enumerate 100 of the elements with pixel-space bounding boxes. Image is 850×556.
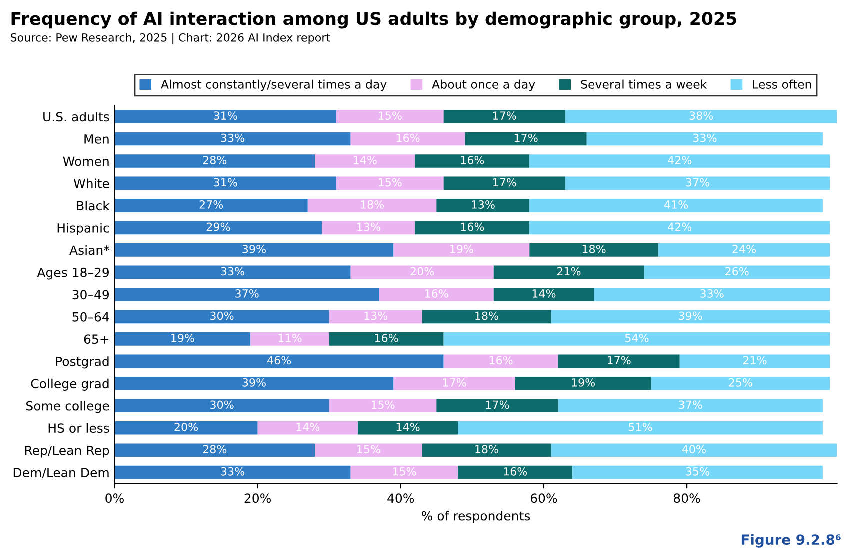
x-tick-label: 60% <box>530 494 558 504</box>
legend-label: Several times a week <box>581 80 708 89</box>
data-label: 25% <box>729 378 752 387</box>
data-label: 33% <box>221 267 245 276</box>
bar <box>350 266 494 280</box>
data-label: 28% <box>203 156 227 164</box>
data-label: 40% <box>682 445 706 454</box>
bar <box>315 444 422 458</box>
bar <box>444 110 566 124</box>
data-label: 18% <box>476 445 498 454</box>
data-label: 39% <box>242 378 266 387</box>
bar <box>336 110 444 124</box>
data-label: 17% <box>608 356 631 365</box>
caption: Figure 9.2.8⁶ <box>742 534 841 548</box>
legend-label: Less often <box>753 80 812 89</box>
data-label: 21% <box>743 356 767 365</box>
bar <box>494 288 594 302</box>
data-label: 33% <box>221 467 245 476</box>
data-label: 29% <box>206 222 230 232</box>
y-tick-label: 30–49 <box>72 290 110 300</box>
x-tick-label: 40% <box>388 494 414 504</box>
bar <box>379 288 494 302</box>
bar <box>114 376 394 390</box>
data-label: 19% <box>450 245 474 254</box>
data-label: 35% <box>686 467 710 476</box>
bar <box>415 154 530 168</box>
data-label: 41% <box>664 200 688 209</box>
bar <box>565 110 838 124</box>
data-label: 13% <box>364 312 388 320</box>
data-label: 37% <box>686 178 710 187</box>
data-label: 17% <box>493 112 516 120</box>
bar <box>358 421 458 435</box>
bar <box>250 332 330 346</box>
data-label: 30% <box>210 400 234 410</box>
bar <box>444 176 566 190</box>
data-label: 18% <box>582 245 606 254</box>
bar <box>658 244 830 257</box>
bar <box>114 310 330 324</box>
bar <box>565 176 830 190</box>
bar <box>551 310 830 324</box>
y-tick-label: Some college <box>26 401 110 414</box>
data-label: 19% <box>572 378 596 387</box>
data-label: 19% <box>172 334 194 342</box>
bar <box>422 444 552 458</box>
chart-title: Frequency of AI interaction among US adults by demographic group, 2025 <box>12 12 736 29</box>
y-tick-label: Ages 18–29 <box>37 268 110 280</box>
data-label: 31% <box>214 112 238 120</box>
data-label: 21% <box>557 267 581 276</box>
bar <box>114 244 394 257</box>
bar <box>114 221 322 235</box>
data-label: 27% <box>200 200 224 209</box>
data-label: 33% <box>693 134 717 142</box>
bar <box>594 288 830 302</box>
data-label: 13% <box>358 222 380 232</box>
bar <box>644 266 830 280</box>
data-label: 15% <box>379 178 402 187</box>
data-label: 26% <box>726 267 749 276</box>
x-tick-label: 20% <box>244 494 272 504</box>
data-label: 15% <box>393 467 416 476</box>
bar <box>436 199 530 212</box>
data-label: 17% <box>493 178 516 187</box>
legend-label: About once a day <box>432 80 536 92</box>
data-label: 14% <box>396 422 420 432</box>
bar <box>394 244 530 257</box>
bar <box>444 354 558 368</box>
data-label: 54% <box>625 334 649 342</box>
data-label: 16% <box>375 334 398 342</box>
bar <box>315 154 416 168</box>
bar <box>515 376 652 390</box>
bar <box>329 332 444 346</box>
bar <box>350 466 458 480</box>
y-tick-label: Men <box>84 134 109 144</box>
bar <box>680 354 830 368</box>
y-tick-label: Women <box>63 156 109 166</box>
bar <box>114 444 316 458</box>
data-label: 20% <box>410 267 434 276</box>
bar <box>329 310 422 324</box>
bar <box>415 221 530 235</box>
x-axis-title: % of respondents <box>422 511 530 524</box>
y-tick-label: Asian* <box>70 245 110 256</box>
y-tick-label: Hispanic <box>58 223 110 236</box>
bar <box>114 110 337 124</box>
bar <box>114 421 258 435</box>
data-label: 14% <box>296 422 320 432</box>
bar <box>114 466 351 480</box>
bar <box>586 132 823 146</box>
data-label: 31% <box>214 178 238 187</box>
data-label: 11% <box>278 334 302 342</box>
data-label: 46% <box>267 356 292 365</box>
data-label: 24% <box>732 245 756 254</box>
x-tick-label: 80% <box>674 494 700 504</box>
y-tick-label: Postgrad <box>56 356 109 369</box>
data-label: 16% <box>426 290 448 298</box>
data-label: 15% <box>358 445 380 454</box>
bar <box>558 399 823 413</box>
bar <box>436 399 558 413</box>
bar <box>572 466 823 480</box>
bar <box>530 221 830 235</box>
bar <box>322 221 416 235</box>
data-label: 18% <box>361 200 384 209</box>
